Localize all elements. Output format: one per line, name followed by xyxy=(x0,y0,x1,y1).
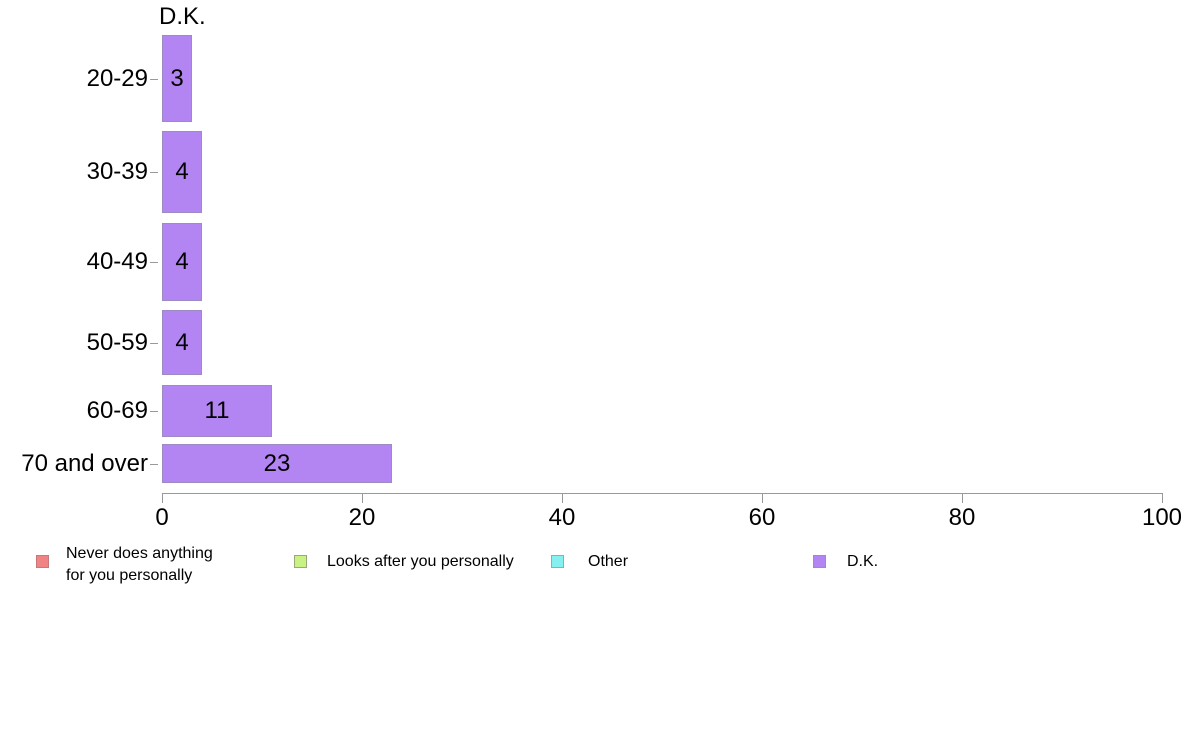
x-axis-tick xyxy=(162,493,163,503)
legend-swatch xyxy=(813,555,826,568)
bar xyxy=(162,385,272,437)
category-tick xyxy=(150,464,158,465)
x-axis-line xyxy=(162,493,1162,494)
x-axis-tick-label: 0 xyxy=(155,504,169,531)
bar-value-label: 3 xyxy=(170,64,184,92)
bar-value-label: 23 xyxy=(263,449,291,477)
category-tick xyxy=(150,79,158,80)
bar-value-label: 4 xyxy=(175,158,189,185)
category-label: 50-59 xyxy=(86,328,148,356)
legend-swatch xyxy=(294,555,307,568)
bar xyxy=(162,223,202,301)
legend-swatch xyxy=(551,555,564,568)
x-axis-tick-label: 60 xyxy=(748,504,776,531)
x-axis-tick-label: 40 xyxy=(548,504,576,531)
category-label: 30-39 xyxy=(86,158,148,185)
bar-value-label: 4 xyxy=(175,328,189,356)
x-axis-tick-label: 20 xyxy=(348,504,376,531)
category-label: 40-49 xyxy=(86,248,148,275)
category-tick xyxy=(150,262,158,263)
bar xyxy=(162,444,392,483)
category-label: 70 and over xyxy=(21,449,148,477)
bar-value-label: 11 xyxy=(204,397,230,424)
legend-item-label: D.K. xyxy=(847,553,879,570)
x-axis-tick xyxy=(1162,493,1163,503)
category-tick xyxy=(150,343,158,344)
x-axis-tick-label: 100 xyxy=(1141,504,1183,531)
category-label: 60-69 xyxy=(86,397,148,424)
bar-value-label: 4 xyxy=(175,248,189,275)
x-axis-tick xyxy=(362,493,363,503)
bar xyxy=(162,310,202,375)
x-axis-tick xyxy=(562,493,563,503)
bar xyxy=(162,35,192,122)
chart-title: D.K. xyxy=(159,3,206,30)
x-axis-tick xyxy=(762,493,763,503)
legend-swatch xyxy=(36,555,49,568)
legend-item-label: Other xyxy=(588,553,629,570)
legend-item-label: Never does anything for you personally xyxy=(66,545,213,584)
bar xyxy=(162,131,202,213)
x-axis-tick-label: 80 xyxy=(948,504,976,531)
category-tick xyxy=(150,411,158,412)
legend-item-label: Looks after you personally xyxy=(327,553,514,570)
x-axis-tick xyxy=(962,493,963,503)
category-label: 20-29 xyxy=(86,64,148,92)
category-tick xyxy=(150,172,158,173)
